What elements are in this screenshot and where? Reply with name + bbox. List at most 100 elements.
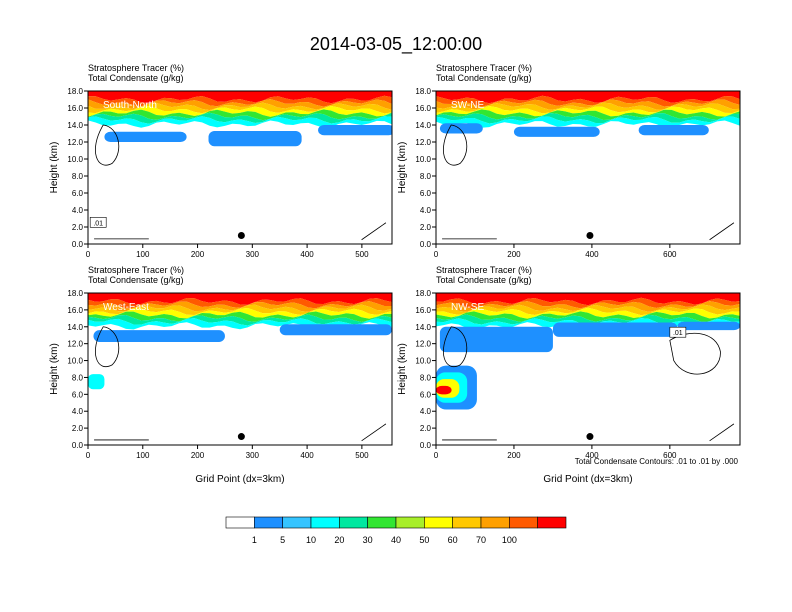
contour [443, 124, 468, 166]
x-tick-label: 600 [663, 250, 677, 259]
colorbar-label: 30 [363, 535, 373, 545]
y-tick-label: 16.0 [67, 104, 83, 113]
y-tick-label: 12.0 [415, 340, 431, 349]
x-tick-label: 300 [246, 250, 260, 259]
x-tick-label: 400 [300, 451, 314, 460]
tracer-layer [88, 102, 392, 114]
panels: Stratosphere Tracer (%)Total Condensate … [49, 63, 741, 485]
tracer-layer [88, 91, 392, 104]
y-tick-label: 10.0 [67, 155, 83, 164]
y-tick-label: 8.0 [420, 172, 432, 181]
y-tick-label: 4.0 [420, 206, 432, 215]
panel-header-line-2: Total Condensate (g/kg) [436, 275, 532, 285]
tracer-blob [318, 125, 392, 136]
y-tick-label: 18.0 [415, 289, 431, 298]
y-tick-label: 12.0 [415, 138, 431, 147]
panel-4: Stratosphere Tracer (%)Total Condensate … [397, 265, 741, 485]
panel-3: Stratosphere Tracer (%)Total Condensate … [49, 265, 393, 485]
y-tick-label: 2.0 [420, 424, 432, 433]
x-tick-label: 200 [507, 451, 521, 460]
location-marker [237, 433, 245, 441]
colorbar-swatch [537, 516, 567, 529]
y-tick-label: 14.0 [67, 323, 83, 332]
panel-header-line-2: Total Condensate (g/kg) [88, 275, 184, 285]
tracer-blob [552, 322, 678, 337]
contour [443, 326, 468, 367]
tracer-blob [93, 330, 225, 342]
tracer-layer [88, 293, 392, 305]
tracer-layer [436, 99, 740, 110]
contour-label-box [669, 326, 687, 338]
tracer-layer [88, 105, 392, 117]
tracer-blob [513, 126, 600, 137]
tracer-layer [436, 297, 740, 309]
y-tick-label: 2.0 [72, 223, 84, 232]
y-tick-label: 18.0 [415, 87, 431, 96]
y-axis-label: Height (km) [397, 343, 408, 395]
y-tick-label: 4.0 [72, 407, 84, 416]
y-tick-label: 18.0 [67, 87, 83, 96]
contour-label-box [89, 217, 107, 228]
colorbar-swatch [509, 516, 538, 529]
tracer-blob [279, 324, 392, 336]
condensate-contours [94, 124, 387, 241]
tracer-blob [439, 123, 483, 134]
contour [442, 222, 735, 241]
contour [94, 222, 387, 241]
x-tick-label: 400 [300, 250, 314, 259]
x-tick-label: 0 [434, 250, 439, 259]
x-tick-label: 200 [191, 451, 205, 460]
y-tick-label: 14.0 [67, 121, 83, 130]
y-axis-label: Height (km) [397, 142, 408, 194]
y-tick-label: 0.0 [420, 441, 432, 450]
tracer-layer [436, 311, 740, 322]
y-tick-label: 8.0 [72, 172, 84, 181]
contour-note: Total Condensate Contours: .01 to .01 by… [575, 457, 739, 466]
y-tick-label: 4.0 [420, 407, 432, 416]
tracer-field [436, 91, 740, 137]
panel-header-line-2: Total Condensate (g/kg) [88, 73, 184, 83]
y-tick-label: 10.0 [67, 357, 83, 366]
tracer-layer [88, 99, 392, 111]
x-axis-label: Grid Point (dx=3km) [543, 474, 632, 485]
y-tick-label: 18.0 [67, 289, 83, 298]
condensate-contours [442, 124, 735, 241]
contour [442, 423, 735, 442]
y-axis-label: Height (km) [49, 142, 60, 194]
colorbar-label: 5 [280, 535, 285, 545]
y-tick-label: 10.0 [415, 357, 431, 366]
y-tick-label: 6.0 [420, 189, 432, 198]
tracer-layer [436, 102, 740, 114]
y-tick-label: 14.0 [415, 121, 431, 130]
panel-header-line-2: Total Condensate (g/kg) [436, 73, 532, 83]
panel-title: West-East [103, 302, 149, 313]
panel-title: South-North [103, 100, 157, 111]
tracer-layer [436, 113, 740, 124]
colorbar-swatch [367, 516, 397, 529]
colorbar-swatch [480, 516, 510, 529]
tracer-layer [88, 298, 392, 309]
y-tick-label: 6.0 [420, 390, 432, 399]
contour [94, 423, 387, 442]
y-tick-label: 6.0 [72, 390, 84, 399]
tracer-blob [88, 374, 105, 390]
y-tick-label: 16.0 [415, 104, 431, 113]
colorbar-swatch [225, 516, 255, 529]
panel-header-line-1: Stratosphere Tracer (%) [88, 63, 184, 73]
contour [95, 124, 120, 166]
tracer-blob [104, 131, 187, 142]
y-tick-label: 12.0 [67, 138, 83, 147]
y-tick-label: 14.0 [415, 323, 431, 332]
colorbar-label: 70 [476, 535, 486, 545]
x-tick-label: 600 [663, 451, 677, 460]
tracer-layer [88, 307, 392, 319]
y-tick-label: 8.0 [420, 373, 432, 382]
panel-title: SW-NE [451, 100, 484, 111]
tracer-layer [436, 116, 740, 128]
panel-header-line-1: Stratosphere Tracer (%) [436, 63, 532, 73]
tracer-field [436, 293, 740, 410]
panel-1: Stratosphere Tracer (%)Total Condensate … [49, 63, 393, 259]
colorbar-label: 60 [448, 535, 458, 545]
x-tick-label: 100 [136, 250, 150, 259]
y-tick-label: 0.0 [72, 441, 84, 450]
